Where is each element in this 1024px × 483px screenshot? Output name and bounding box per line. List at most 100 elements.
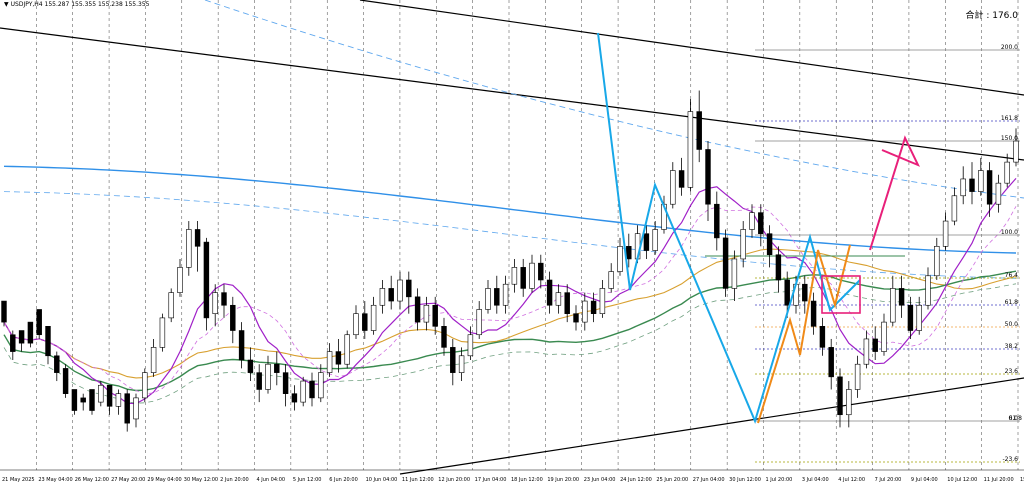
candle-body (62, 368, 69, 394)
candle-body (458, 355, 465, 373)
candle-body (731, 258, 738, 289)
candle-body (80, 397, 86, 403)
candle-body (502, 283, 509, 306)
curve-dashed-blue (204, 0, 1024, 199)
x-tick-label: 30 Jun 12:00 (729, 477, 761, 483)
x-tick-label: 11 Jul 20:00 (984, 477, 1014, 483)
candle-body (18, 330, 25, 344)
candle-body (238, 330, 245, 361)
candle-body (168, 292, 174, 319)
candle-body (221, 292, 227, 306)
candle-body (1004, 161, 1010, 184)
candle-body (802, 283, 808, 302)
x-tick-label: 2 Jun 20:00 (220, 477, 249, 483)
x-tick-label: 4 Jul 12:00 (838, 477, 865, 483)
candle-body (749, 212, 755, 230)
candle-body (529, 262, 535, 289)
candle-body (705, 149, 711, 205)
zigzag-patterns (597, 32, 921, 424)
x-tick-label: 25 Jun 20:00 (656, 477, 688, 483)
x-tick-label: 7 Jul 20:00 (875, 477, 902, 483)
fib-level-label: 61.8 (1005, 299, 1019, 306)
candle-body (784, 279, 790, 306)
candle-body (564, 292, 570, 314)
candle-body (951, 195, 958, 222)
candle-body (45, 326, 51, 357)
fib-level-label: 150.0 (1001, 135, 1018, 142)
fib-level-label: 76.4 (1005, 272, 1019, 279)
x-tick-label: 11 Jun 12:00 (402, 477, 434, 483)
x-tick-label: 3 Jul 04:00 (802, 477, 829, 483)
fib-level-label: 50.0 (1005, 321, 1019, 328)
candle-body (212, 292, 218, 314)
fib-level-label: 200.0 (1001, 44, 1018, 51)
candle-body (124, 393, 130, 424)
candle-body (986, 170, 993, 205)
candle-body (177, 267, 183, 293)
fib-level-label: 23.6 (1005, 368, 1019, 375)
candle-body (485, 288, 491, 310)
x-tick-label: 15 Jul (1020, 477, 1024, 483)
candle-body (71, 389, 78, 411)
candle-body (758, 212, 764, 234)
fib-level-label: 100.0 (1001, 229, 1018, 236)
candle-body (872, 338, 878, 352)
ma-orange-line (3, 248, 1017, 379)
x-tick-label: 27 May 20:00 (111, 477, 145, 483)
candle-body (150, 347, 157, 373)
candle-body (230, 304, 236, 331)
candle-body (370, 304, 377, 331)
triangle-down-icon[interactable]: ▼ (4, 1, 9, 8)
candle-body (960, 178, 966, 197)
trend-line-upper-b (359, 0, 1024, 96)
candle-body (494, 288, 500, 306)
zigzag-pink (869, 135, 921, 251)
candle-body (159, 317, 166, 348)
candle-body (652, 229, 658, 251)
candle-body (828, 347, 834, 378)
x-tick-label: 1 Jul 20:00 (766, 477, 793, 483)
x-tick-label: 29 May 04:00 (147, 477, 181, 483)
candle-body (907, 304, 914, 331)
x-tick-label: 24 Jun 12:00 (620, 477, 652, 483)
candle-body (687, 111, 694, 188)
candle-body (274, 363, 280, 373)
candle-body (1013, 140, 1019, 163)
candle-body (890, 288, 896, 323)
candle-body (27, 321, 34, 344)
ma-fast-dashed-line (3, 206, 1017, 395)
candle-body (916, 304, 922, 331)
candle-body (10, 334, 16, 352)
x-tick-label: 6 Jun 20:00 (329, 477, 358, 483)
candle-body (353, 313, 359, 336)
candle-body (476, 309, 482, 336)
candle-body (573, 313, 579, 323)
fibonacci-levels (705, 49, 1020, 463)
x-tick-label: 4 Jun 04:00 (257, 477, 286, 483)
candle-body (590, 300, 597, 314)
candle-body (441, 326, 447, 348)
candle-body (810, 300, 817, 327)
candle-body (194, 229, 201, 247)
candle-body (450, 347, 456, 373)
indicator-lines (3, 165, 1017, 405)
candle-body (133, 397, 139, 420)
x-tick-label: 5 Jun 12:00 (293, 477, 322, 483)
candle-body (362, 313, 368, 331)
fib-level-label-extra: 61.8 (1009, 415, 1023, 422)
x-tick-label: 12 Jun 20:00 (438, 477, 470, 483)
candle-body (54, 355, 60, 373)
zigzag-orange (757, 244, 851, 424)
x-tick-label: 30 May 12:00 (184, 477, 218, 483)
trend-line-lower (399, 377, 1024, 475)
candle-body (309, 380, 315, 399)
fib-level-labels: 200.0 161.8 150.0 100.0 76.4 61.8 50.0 38.2 23.6… (1001, 44, 1022, 463)
candle-body (520, 267, 526, 289)
candle-body (142, 372, 148, 399)
candle-body (98, 384, 104, 403)
candle-body (546, 279, 553, 306)
x-axis: 21 May 2025 23 May 04:00 26 May 12:00 27 Ma… (0, 469, 1024, 483)
total-readout: 合計 : 176.0 (965, 11, 1018, 21)
